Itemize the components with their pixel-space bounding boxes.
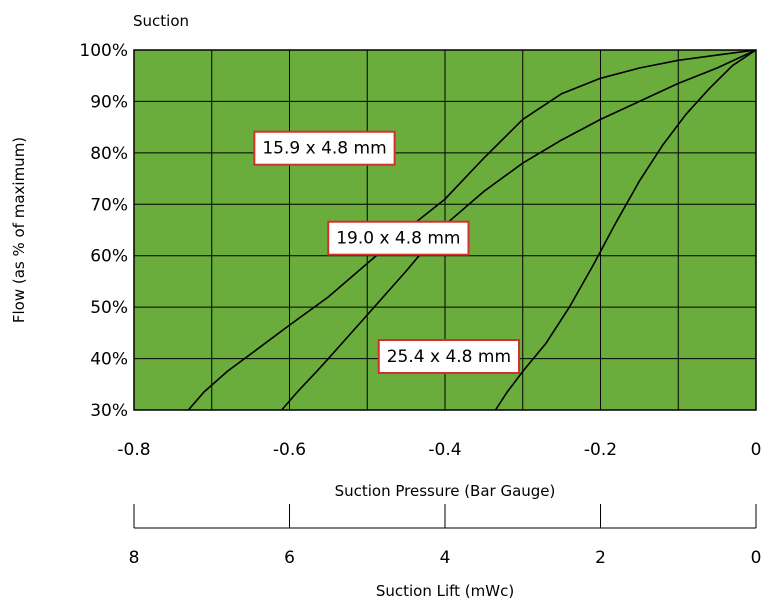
grid xyxy=(134,50,756,410)
chart-title: Suction xyxy=(133,12,189,30)
series-line xyxy=(187,49,757,411)
series-labels: 15.9 x 4.8 mm 19.0 x 4.8 mm 25.4 x 4.8 mm xyxy=(253,130,521,374)
series-label-2: 19.0 x 4.8 mm xyxy=(327,220,470,256)
x-tick-labels: -0.8 -0.6 -0.4 -0.2 0 xyxy=(117,440,761,460)
y-axis-title: Flow (as % of maximum) xyxy=(10,137,28,323)
y-tick-label: 80% xyxy=(90,144,128,164)
y-axis-title-group: Flow (as % of maximum) xyxy=(10,137,28,323)
series-lines xyxy=(187,49,757,411)
x-axis-title: Suction Pressure (Bar Gauge) xyxy=(335,482,556,500)
x-tick-label: 0 xyxy=(751,440,762,460)
secondary-tick-label: 4 xyxy=(440,548,451,568)
series-line xyxy=(494,49,757,411)
secondary-tick-label: 6 xyxy=(284,548,295,568)
secondary-axis-title: Suction Lift (mWc) xyxy=(376,582,514,600)
series-line xyxy=(281,49,757,411)
x-tick-label: -0.2 xyxy=(584,440,617,460)
y-tick-label: 90% xyxy=(90,92,128,112)
x-tick-label: -0.6 xyxy=(273,440,306,460)
series-label-box xyxy=(377,339,521,374)
series-label-text: 15.9 x 4.8 mm xyxy=(262,139,386,159)
x-tick-label: -0.4 xyxy=(428,440,461,460)
secondary-axis: 8 6 4 2 0 xyxy=(129,504,762,568)
series-label-3: 25.4 x 4.8 mm xyxy=(377,339,521,374)
series-label-text: 25.4 x 4.8 mm xyxy=(387,347,511,367)
y-tick-label: 70% xyxy=(90,195,128,215)
y-tick-label: 60% xyxy=(90,247,128,267)
secondary-tick-label: 8 xyxy=(129,548,140,568)
series-label-box xyxy=(253,130,396,166)
series-label-text: 19.0 x 4.8 mm xyxy=(336,229,460,249)
y-tick-label: 30% xyxy=(90,401,128,421)
secondary-tick-label: 2 xyxy=(595,548,606,568)
secondary-tick-label: 0 xyxy=(751,548,762,568)
y-tick-label: 50% xyxy=(90,298,128,318)
y-tick-label: 40% xyxy=(90,350,128,370)
y-tick-labels: 30% 40% 50% 60% 70% 80% 90% 100% xyxy=(79,41,128,421)
y-tick-label: 100% xyxy=(79,41,128,61)
x-tick-label: -0.8 xyxy=(117,440,150,460)
series-label-1: 15.9 x 4.8 mm xyxy=(253,130,396,166)
series-label-box xyxy=(327,220,470,256)
